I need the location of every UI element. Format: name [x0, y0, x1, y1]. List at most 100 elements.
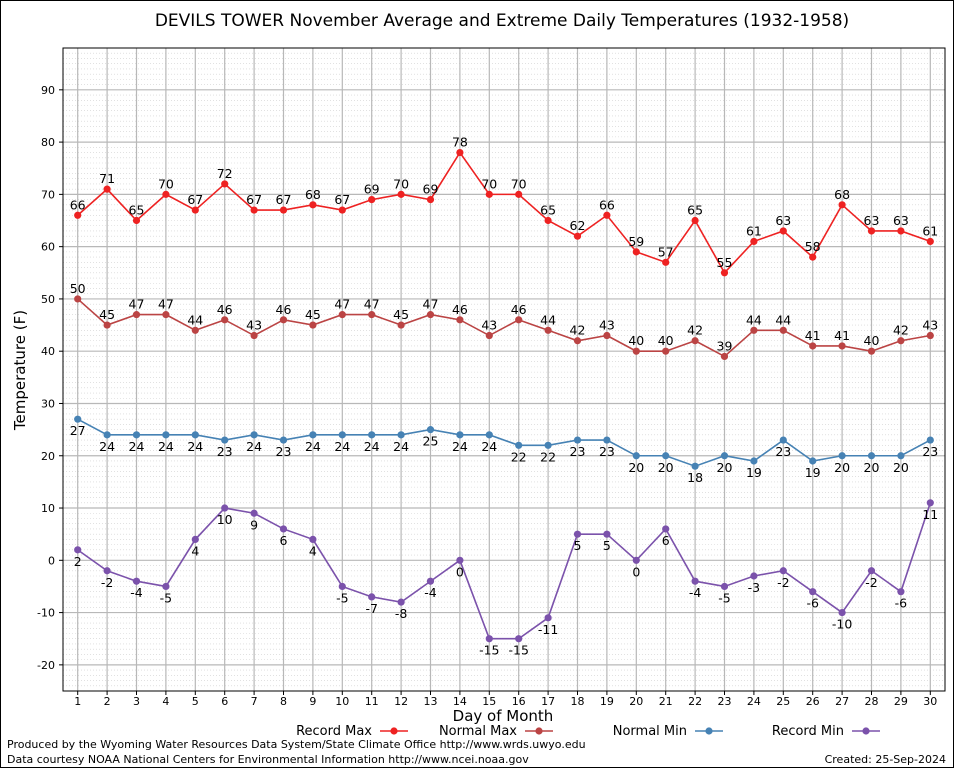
record-max-point [573, 232, 582, 240]
x-tick-label: 6 [221, 695, 228, 708]
normal-min-point [603, 436, 611, 444]
record-max-point [368, 196, 376, 204]
record-max-point [103, 185, 111, 193]
footer-produced-by: Produced by the Wyoming Water Resources … [7, 738, 586, 751]
normal-min-point [279, 436, 288, 444]
record-min-point [162, 582, 170, 591]
normal-max-data-label: 46 [276, 302, 292, 317]
normal-min-point [397, 431, 405, 439]
normal-max-data-label: 47 [364, 297, 380, 312]
record-max-point [397, 190, 405, 198]
record-max-point [720, 269, 729, 277]
record-max-point [926, 237, 934, 246]
y-tick-label: 60 [41, 241, 55, 254]
normal-max-point [750, 326, 758, 334]
normal-max-data-label: 45 [305, 307, 321, 322]
normal-min-data-label: 23 [217, 444, 233, 459]
normal-max-point [779, 326, 787, 334]
record-max-point [309, 201, 317, 209]
record-min-data-label: 4 [191, 543, 199, 558]
normal-max-point [632, 347, 640, 355]
record-min-point [897, 588, 905, 596]
normal-min-data-label: 24 [393, 439, 409, 454]
record-min-point [603, 530, 611, 538]
x-tick-label: 27 [835, 695, 849, 708]
record-min-data-label: -3 [748, 580, 760, 595]
x-tick-label: 25 [776, 695, 790, 708]
y-tick-label: 30 [41, 397, 55, 410]
x-tick-label: 15 [482, 695, 496, 708]
x-tick-label: 18 [571, 695, 585, 708]
normal-max-data-label: 44 [775, 312, 791, 327]
y-tick-label: 80 [41, 136, 55, 149]
record-max-point [662, 258, 670, 266]
record-max-data-label: 78 [452, 135, 468, 150]
record-min-data-label: -2 [777, 575, 789, 590]
normal-min-point [368, 431, 376, 439]
normal-max-point [603, 331, 611, 340]
record-max-point [867, 227, 876, 235]
y-tick-label: 10 [41, 502, 55, 515]
normal-max-data-label: 45 [99, 307, 115, 322]
normal-max-point [191, 326, 199, 334]
normal-max-point [691, 337, 699, 345]
x-tick-label: 17 [541, 695, 555, 708]
record-min-point [809, 588, 817, 596]
normal-min-point [662, 452, 670, 460]
normal-max-point [897, 337, 905, 345]
record-min-point [397, 598, 405, 606]
x-tick-label: 24 [747, 695, 761, 708]
record-max-data-label: 65 [540, 203, 556, 218]
normal-max-data-label: 43 [922, 318, 938, 333]
record-max-data-label: 69 [423, 182, 439, 197]
record-max-point [132, 216, 141, 225]
record-max-data-label: 55 [717, 255, 733, 270]
normal-min-point [573, 436, 582, 444]
record-max-data-label: 72 [217, 166, 233, 181]
record-max-point [250, 206, 258, 214]
record-min-point [515, 635, 523, 643]
normal-min-point [221, 436, 229, 444]
normal-max-point [662, 347, 670, 355]
legend-marker-normal-min [705, 727, 713, 735]
record-max-data-label: 70 [511, 176, 527, 191]
record-min-data-label: -4 [424, 585, 437, 600]
record-max-data-label: 70 [481, 176, 497, 191]
record-min-point [309, 535, 317, 543]
normal-max-point [74, 295, 82, 303]
normal-max-data-label: 50 [70, 281, 86, 296]
normal-min-point [750, 457, 758, 465]
record-min-data-label: -5 [718, 590, 730, 605]
record-min-point [221, 504, 229, 512]
record-min-data-label: -7 [365, 601, 377, 616]
normal-max-point [485, 331, 493, 340]
normal-min-data-label: 23 [599, 444, 615, 459]
normal-max-point [838, 342, 846, 350]
record-min-data-label: 4 [309, 543, 317, 558]
record-min-point [691, 577, 699, 585]
x-tick-label: 3 [133, 695, 140, 708]
record-min-point [279, 525, 288, 533]
normal-min-data-label: 20 [864, 460, 880, 475]
record-max-point [838, 201, 846, 209]
record-min-data-label: -5 [160, 590, 172, 605]
record-min-point [544, 614, 552, 622]
normal-min-data-label: 24 [305, 439, 321, 454]
record-min-data-label: 0 [456, 564, 464, 579]
normal-max-data-label: 47 [334, 297, 350, 312]
normal-max-data-label: 45 [393, 307, 409, 322]
record-max-point [74, 211, 82, 219]
normal-max-point [250, 331, 258, 340]
x-tick-label: 4 [162, 695, 169, 708]
normal-max-point [573, 337, 582, 345]
record-max-data-label: 57 [658, 244, 674, 259]
y-tick-label: 20 [41, 450, 55, 463]
record-max-data-label: 63 [775, 213, 791, 228]
x-tick-label: 19 [600, 695, 614, 708]
normal-max-data-label: 39 [717, 338, 733, 353]
normal-max-point [397, 321, 405, 329]
normal-max-point [515, 316, 523, 324]
record-min-data-label: 2 [74, 554, 82, 569]
normal-min-point [456, 431, 464, 439]
x-tick-label: 13 [424, 695, 438, 708]
